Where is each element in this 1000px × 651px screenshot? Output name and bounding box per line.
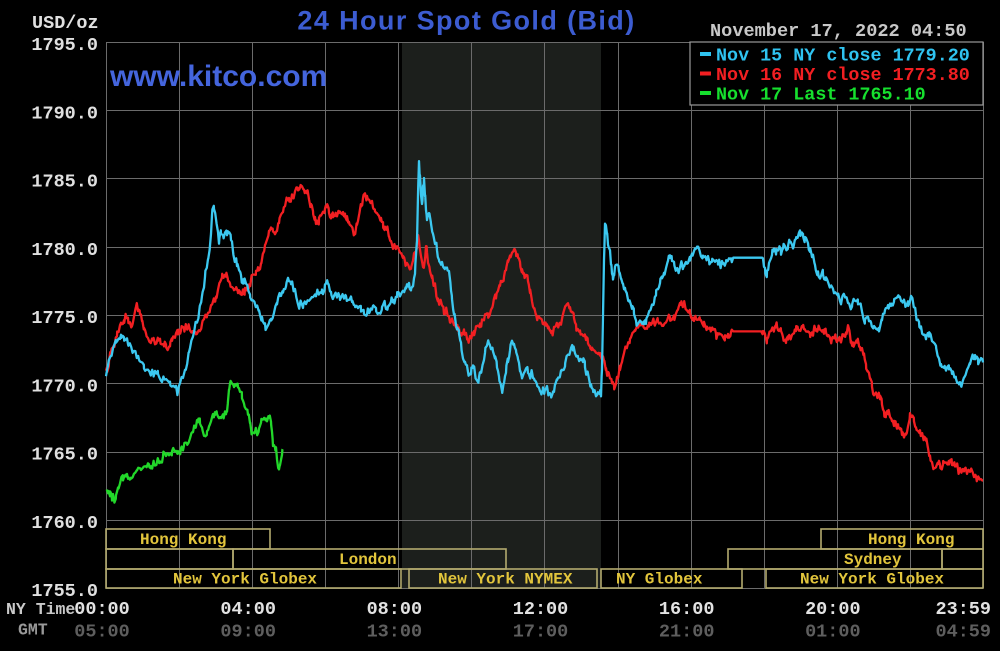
svg-text:Nov 15 NY close 1779.20: Nov 15 NY close 1779.20	[716, 46, 970, 67]
svg-text:Nov 17 Last 1765.10: Nov 17 Last 1765.10	[716, 85, 926, 106]
svg-text:23:59: 23:59	[935, 599, 991, 620]
svg-text:17:00: 17:00	[513, 622, 569, 643]
svg-text:16:00: 16:00	[659, 599, 715, 620]
svg-text:Hong Kong: Hong Kong	[868, 531, 954, 549]
svg-text:01:00: 01:00	[805, 622, 861, 643]
svg-text:08:00: 08:00	[367, 599, 423, 620]
svg-text:London: London	[339, 551, 397, 569]
svg-text:NY Time: NY Time	[6, 600, 75, 619]
svg-text:1780.0: 1780.0	[31, 240, 98, 261]
svg-text:21:00: 21:00	[659, 622, 715, 643]
svg-text:1770.0: 1770.0	[31, 376, 98, 397]
svg-text:24 Hour Spot Gold (Bid): 24 Hour Spot Gold (Bid)	[297, 6, 635, 36]
svg-text:1795.0: 1795.0	[31, 35, 98, 56]
svg-text:Nov 16 NY close 1773.80: Nov 16 NY close 1773.80	[716, 65, 970, 86]
svg-text:13:00: 13:00	[367, 622, 423, 643]
svg-text:November 17, 2022 04:50: November 17, 2022 04:50	[710, 21, 967, 42]
svg-text:USD/oz: USD/oz	[32, 13, 99, 34]
svg-text:1785.0: 1785.0	[31, 172, 98, 193]
svg-text:20:00: 20:00	[805, 599, 861, 620]
svg-text:New York NYMEX: New York NYMEX	[438, 571, 573, 589]
svg-text:1760.0: 1760.0	[31, 513, 98, 534]
svg-text:00:00: 00:00	[74, 599, 130, 620]
svg-text:Hong Kong: Hong Kong	[140, 531, 226, 549]
svg-text:New York Globex: New York Globex	[173, 571, 317, 589]
svg-text:GMT: GMT	[18, 621, 48, 640]
svg-text:05:00: 05:00	[74, 622, 130, 643]
svg-text:04:00: 04:00	[220, 599, 276, 620]
svg-text:Sydney: Sydney	[844, 551, 902, 569]
svg-text:12:00: 12:00	[513, 599, 569, 620]
svg-text:04:59: 04:59	[935, 622, 991, 643]
svg-text:New York Globex: New York Globex	[800, 571, 944, 589]
svg-text:09:00: 09:00	[220, 622, 276, 643]
svg-text:1790.0: 1790.0	[31, 103, 98, 124]
svg-text:1775.0: 1775.0	[31, 308, 98, 329]
svg-text:1765.0: 1765.0	[31, 445, 98, 466]
svg-text:www.kitco.com: www.kitco.com	[109, 60, 327, 93]
svg-text:1755.0: 1755.0	[31, 581, 98, 602]
svg-text:NY Globex: NY Globex	[616, 571, 703, 589]
